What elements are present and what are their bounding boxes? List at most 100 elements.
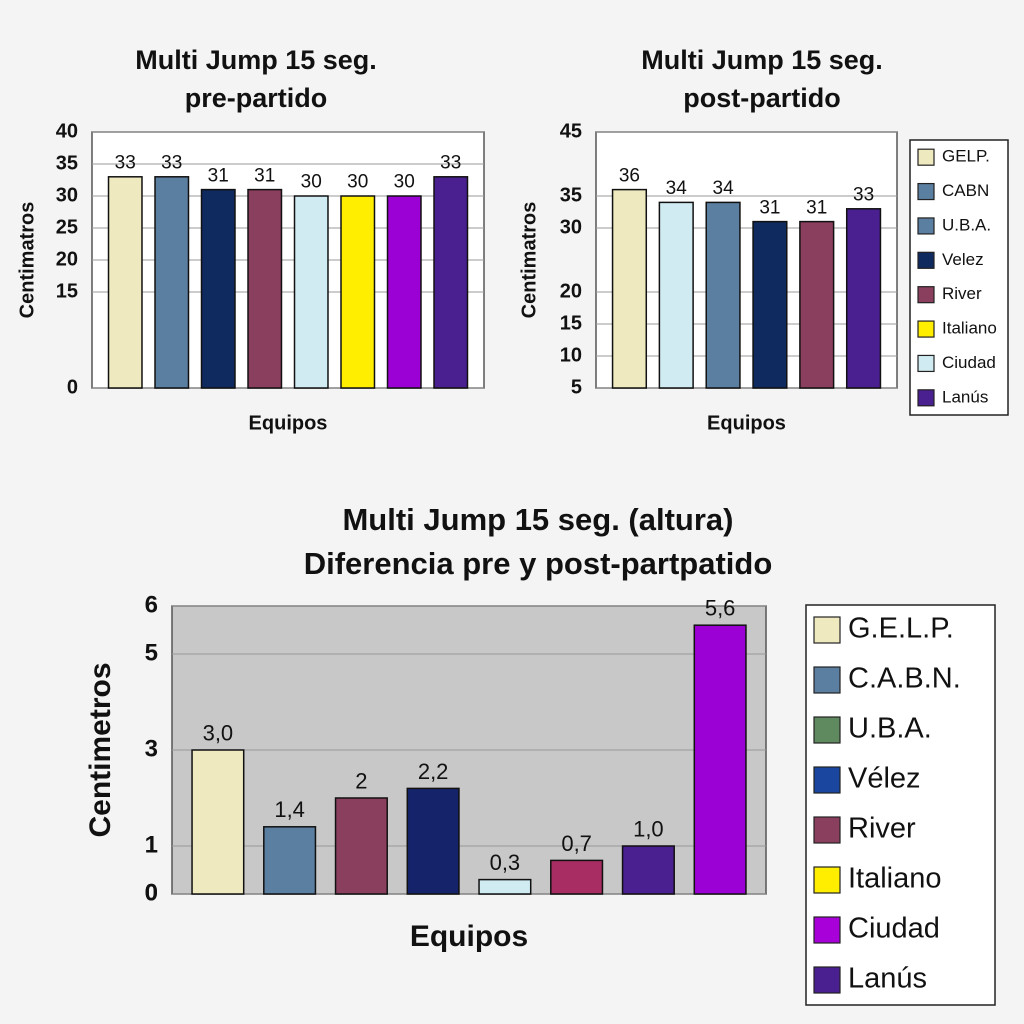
legend-label: Italiano [942, 319, 997, 338]
legend-swatch [917, 217, 935, 235]
legend-label: GELP. [942, 147, 990, 166]
value-label: 31 [759, 197, 780, 218]
legend-swatch [813, 866, 841, 894]
bar [340, 195, 376, 389]
y-tick-label: 10 [560, 344, 582, 366]
legend-swatch [917, 389, 935, 407]
legend-label: U.B.A. [942, 215, 991, 234]
y-axis-label: Centimatros [16, 202, 38, 319]
y-tick-label: 35 [560, 184, 582, 206]
chart-title: Multi Jump 15 seg. [135, 45, 377, 75]
value-label: 31 [806, 197, 827, 218]
value-label: 0,3 [490, 850, 521, 875]
legend-label: Lanús [942, 387, 988, 406]
y-tick-label: 5 [145, 639, 158, 666]
bar [478, 878, 532, 895]
y-axis-label: Centimatros [518, 202, 540, 319]
bar [611, 188, 648, 389]
legend-swatch [917, 286, 935, 304]
legend-label: G.E.L.P. [848, 613, 954, 645]
y-tick-label: 45 [560, 120, 582, 142]
y-tick-label: 1 [145, 831, 158, 858]
bar [386, 195, 422, 389]
bar [705, 201, 741, 389]
legend-label: Lanús [848, 963, 927, 995]
value-label: 33 [853, 185, 874, 206]
y-axis-label: Centimetros [84, 662, 117, 837]
value-label: 2 [355, 768, 367, 793]
chart-subtitle: Diferencia pre y post-partpatido [304, 546, 773, 581]
x-axis-label: Equipos [410, 920, 528, 953]
bar [293, 195, 329, 389]
bar [263, 826, 317, 895]
bar [621, 845, 675, 895]
bar [658, 201, 694, 389]
value-label: 31 [254, 165, 275, 186]
y-tick-label: 0 [67, 376, 78, 398]
value-label: 30 [394, 172, 415, 193]
legend-label: Ciudad [848, 913, 940, 945]
legend-swatch [917, 320, 935, 338]
bar [752, 220, 788, 389]
value-label: 33 [440, 153, 461, 174]
x-axis-label: Equipos [707, 412, 786, 434]
legend-label: Velez [942, 250, 984, 269]
value-label: 30 [347, 172, 368, 193]
y-tick-label: 15 [56, 280, 78, 302]
y-tick-label: 40 [56, 120, 78, 142]
y-tick-label: 6 [145, 591, 158, 618]
y-tick-label: 30 [56, 184, 78, 206]
value-label: 0,7 [561, 831, 592, 856]
legend-swatch [813, 666, 841, 694]
y-tick-label: 0 [145, 879, 158, 906]
chart-subtitle: pre-partido [185, 83, 328, 113]
value-label: 34 [666, 178, 688, 199]
bar [693, 624, 747, 895]
value-label: 33 [161, 153, 182, 174]
legend-label: Vélez [848, 763, 921, 795]
legend-label: Italiano [848, 863, 942, 895]
bar [433, 176, 469, 389]
legend-label: CABN [942, 181, 989, 200]
legend-label: River [848, 813, 916, 845]
legend-swatch [813, 766, 841, 794]
legend-swatch [813, 916, 841, 944]
legend-label: U.B.A. [848, 713, 932, 745]
value-label: 36 [619, 165, 640, 186]
bar [550, 859, 604, 895]
bar [799, 220, 835, 389]
value-label: 1,4 [274, 797, 305, 822]
bar [154, 176, 190, 389]
value-label: 3,0 [203, 720, 234, 745]
value-label: 5,6 [705, 596, 736, 621]
y-tick-label: 20 [56, 248, 78, 270]
x-axis-label: Equipos [249, 412, 328, 434]
value-label: 30 [301, 172, 322, 193]
bar [845, 208, 882, 389]
value-label: 34 [713, 178, 735, 199]
legend-swatch [917, 148, 935, 166]
legend-swatch [813, 716, 841, 744]
y-tick-label: 5 [571, 376, 582, 398]
legend-label: River [942, 284, 982, 303]
legend-swatch [813, 616, 841, 644]
chart-title: Multi Jump 15 seg. (altura) [342, 502, 733, 537]
chart-title: Multi Jump 15 seg. [641, 45, 883, 75]
value-label: 1,0 [633, 816, 664, 841]
y-tick-label: 25 [56, 216, 78, 238]
value-label: 31 [208, 165, 229, 186]
value-label: 2,2 [418, 759, 449, 784]
value-label: 33 [115, 153, 136, 174]
bar [406, 787, 460, 895]
y-tick-label: 35 [56, 152, 78, 174]
bar [191, 749, 245, 895]
legend-swatch [917, 354, 935, 373]
chart-subtitle: post-partido [683, 83, 840, 113]
bar [107, 176, 143, 389]
legend-swatch [813, 816, 841, 844]
legend-swatch [917, 182, 935, 201]
legend-label: C.A.B.N. [848, 663, 961, 695]
y-tick-label: 3 [145, 735, 158, 762]
y-tick-label: 0 [145, 879, 158, 906]
